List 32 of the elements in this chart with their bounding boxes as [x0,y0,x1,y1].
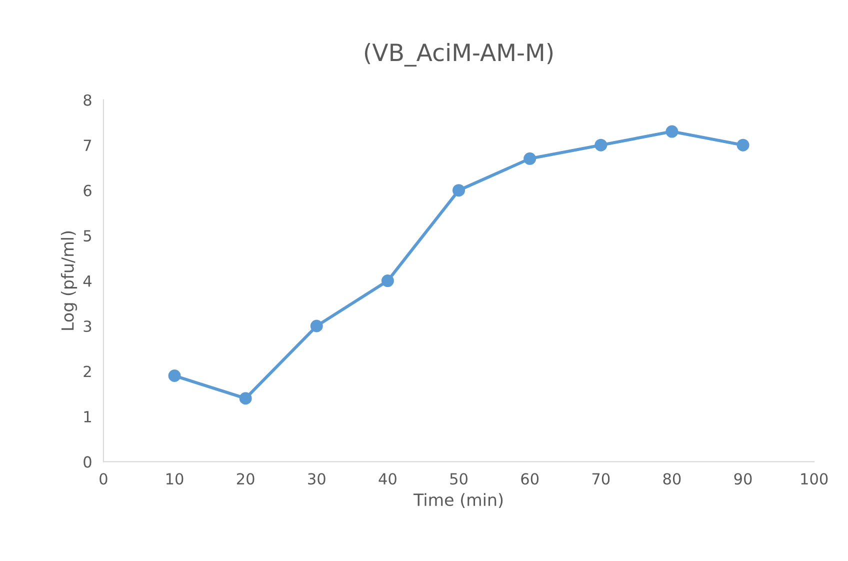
point [666,125,678,138]
point [524,152,536,165]
y-tick-label: 4 [83,275,92,287]
y-tick-label: 0 [84,456,92,468]
point [239,392,252,405]
x-tick-label: 0 [100,473,108,485]
point [310,320,323,332]
y-tick-label: 7 [84,140,92,151]
y-tick-label: 3 [84,320,92,332]
y-tick-label: 8 [84,94,92,106]
x-tick-label: 70 [592,473,610,485]
point [168,370,181,382]
point [381,274,394,288]
y-tick-label: 1 [84,411,91,422]
point [594,138,608,152]
x-tick-label: 50 [450,473,468,485]
x-tick-label: 100 [801,473,828,485]
x-tick-label: 30 [308,473,326,485]
x-axis-title: Time (min) [413,493,503,508]
y-tick-label: 2 [84,366,91,378]
x-tick-label: 60 [521,473,539,485]
x-tick-label: 90 [734,473,752,485]
x-tick-label: 10 [166,473,184,485]
chart-title: (VB_AciM-AM-M) [364,43,553,67]
x-tick-label: 80 [663,473,681,485]
y-tick-label: 6 [84,184,92,196]
y-axis-title: Log (pfu/ml) [60,231,78,330]
x-tick-label: 20 [236,473,254,485]
x-tick-label: 40 [378,473,396,485]
point [452,184,466,197]
point [736,138,750,152]
y-tick-label: 5 [84,230,92,242]
